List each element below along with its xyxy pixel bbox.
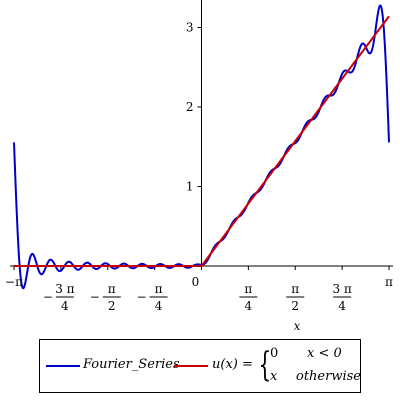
x-tick-numerator: 3 π bbox=[55, 282, 74, 296]
x-tick-label: −π bbox=[5, 275, 23, 289]
axes bbox=[10, 0, 393, 270]
x-axis-label: x bbox=[294, 319, 301, 333]
x-tick-label: 0 bbox=[192, 275, 200, 289]
x-tick-denominator: 4 bbox=[61, 299, 69, 313]
x-tick-numerator: π bbox=[244, 282, 252, 296]
x-tick-numerator: π bbox=[108, 282, 116, 296]
x-tick-numerator: π bbox=[291, 282, 299, 296]
x-tick-label: π bbox=[385, 275, 393, 289]
x-tick-sign: − bbox=[137, 290, 147, 304]
series-layer bbox=[13, 4, 390, 290]
x-tick-sign: − bbox=[90, 290, 100, 304]
legend-label-u: u(x) = bbox=[212, 357, 253, 372]
x-tick-sign: − bbox=[43, 290, 53, 304]
x-tick-numerator: 3 π bbox=[332, 282, 351, 296]
legend: Fourier_Series u(x) = { 0 x < 0 x otherw… bbox=[39, 339, 361, 393]
case1-value: 0 bbox=[270, 346, 279, 361]
case2-condition: otherwise bbox=[296, 369, 361, 384]
x-tick-denominator: 4 bbox=[155, 299, 163, 313]
legend-label-fourier: Fourier_Series bbox=[83, 357, 180, 372]
x-tick-denominator: 2 bbox=[291, 299, 299, 313]
y-tick-label: 1 bbox=[186, 180, 194, 194]
x-tick-denominator: 2 bbox=[108, 299, 116, 313]
case1-condition: x < 0 bbox=[307, 346, 342, 361]
y-tick-label: 3 bbox=[186, 21, 194, 35]
legend-swatch-fourier bbox=[46, 365, 80, 367]
case2-value: x bbox=[270, 369, 278, 384]
x-tick-numerator: π bbox=[155, 282, 163, 296]
x-tick-denominator: 4 bbox=[245, 299, 253, 313]
y-tick-label: 2 bbox=[186, 100, 194, 114]
legend-swatch-u bbox=[174, 365, 208, 367]
series-line-u bbox=[14, 15, 390, 267]
piecewise-brace: { bbox=[258, 345, 272, 385]
x-tick-denominator: 4 bbox=[338, 299, 346, 313]
